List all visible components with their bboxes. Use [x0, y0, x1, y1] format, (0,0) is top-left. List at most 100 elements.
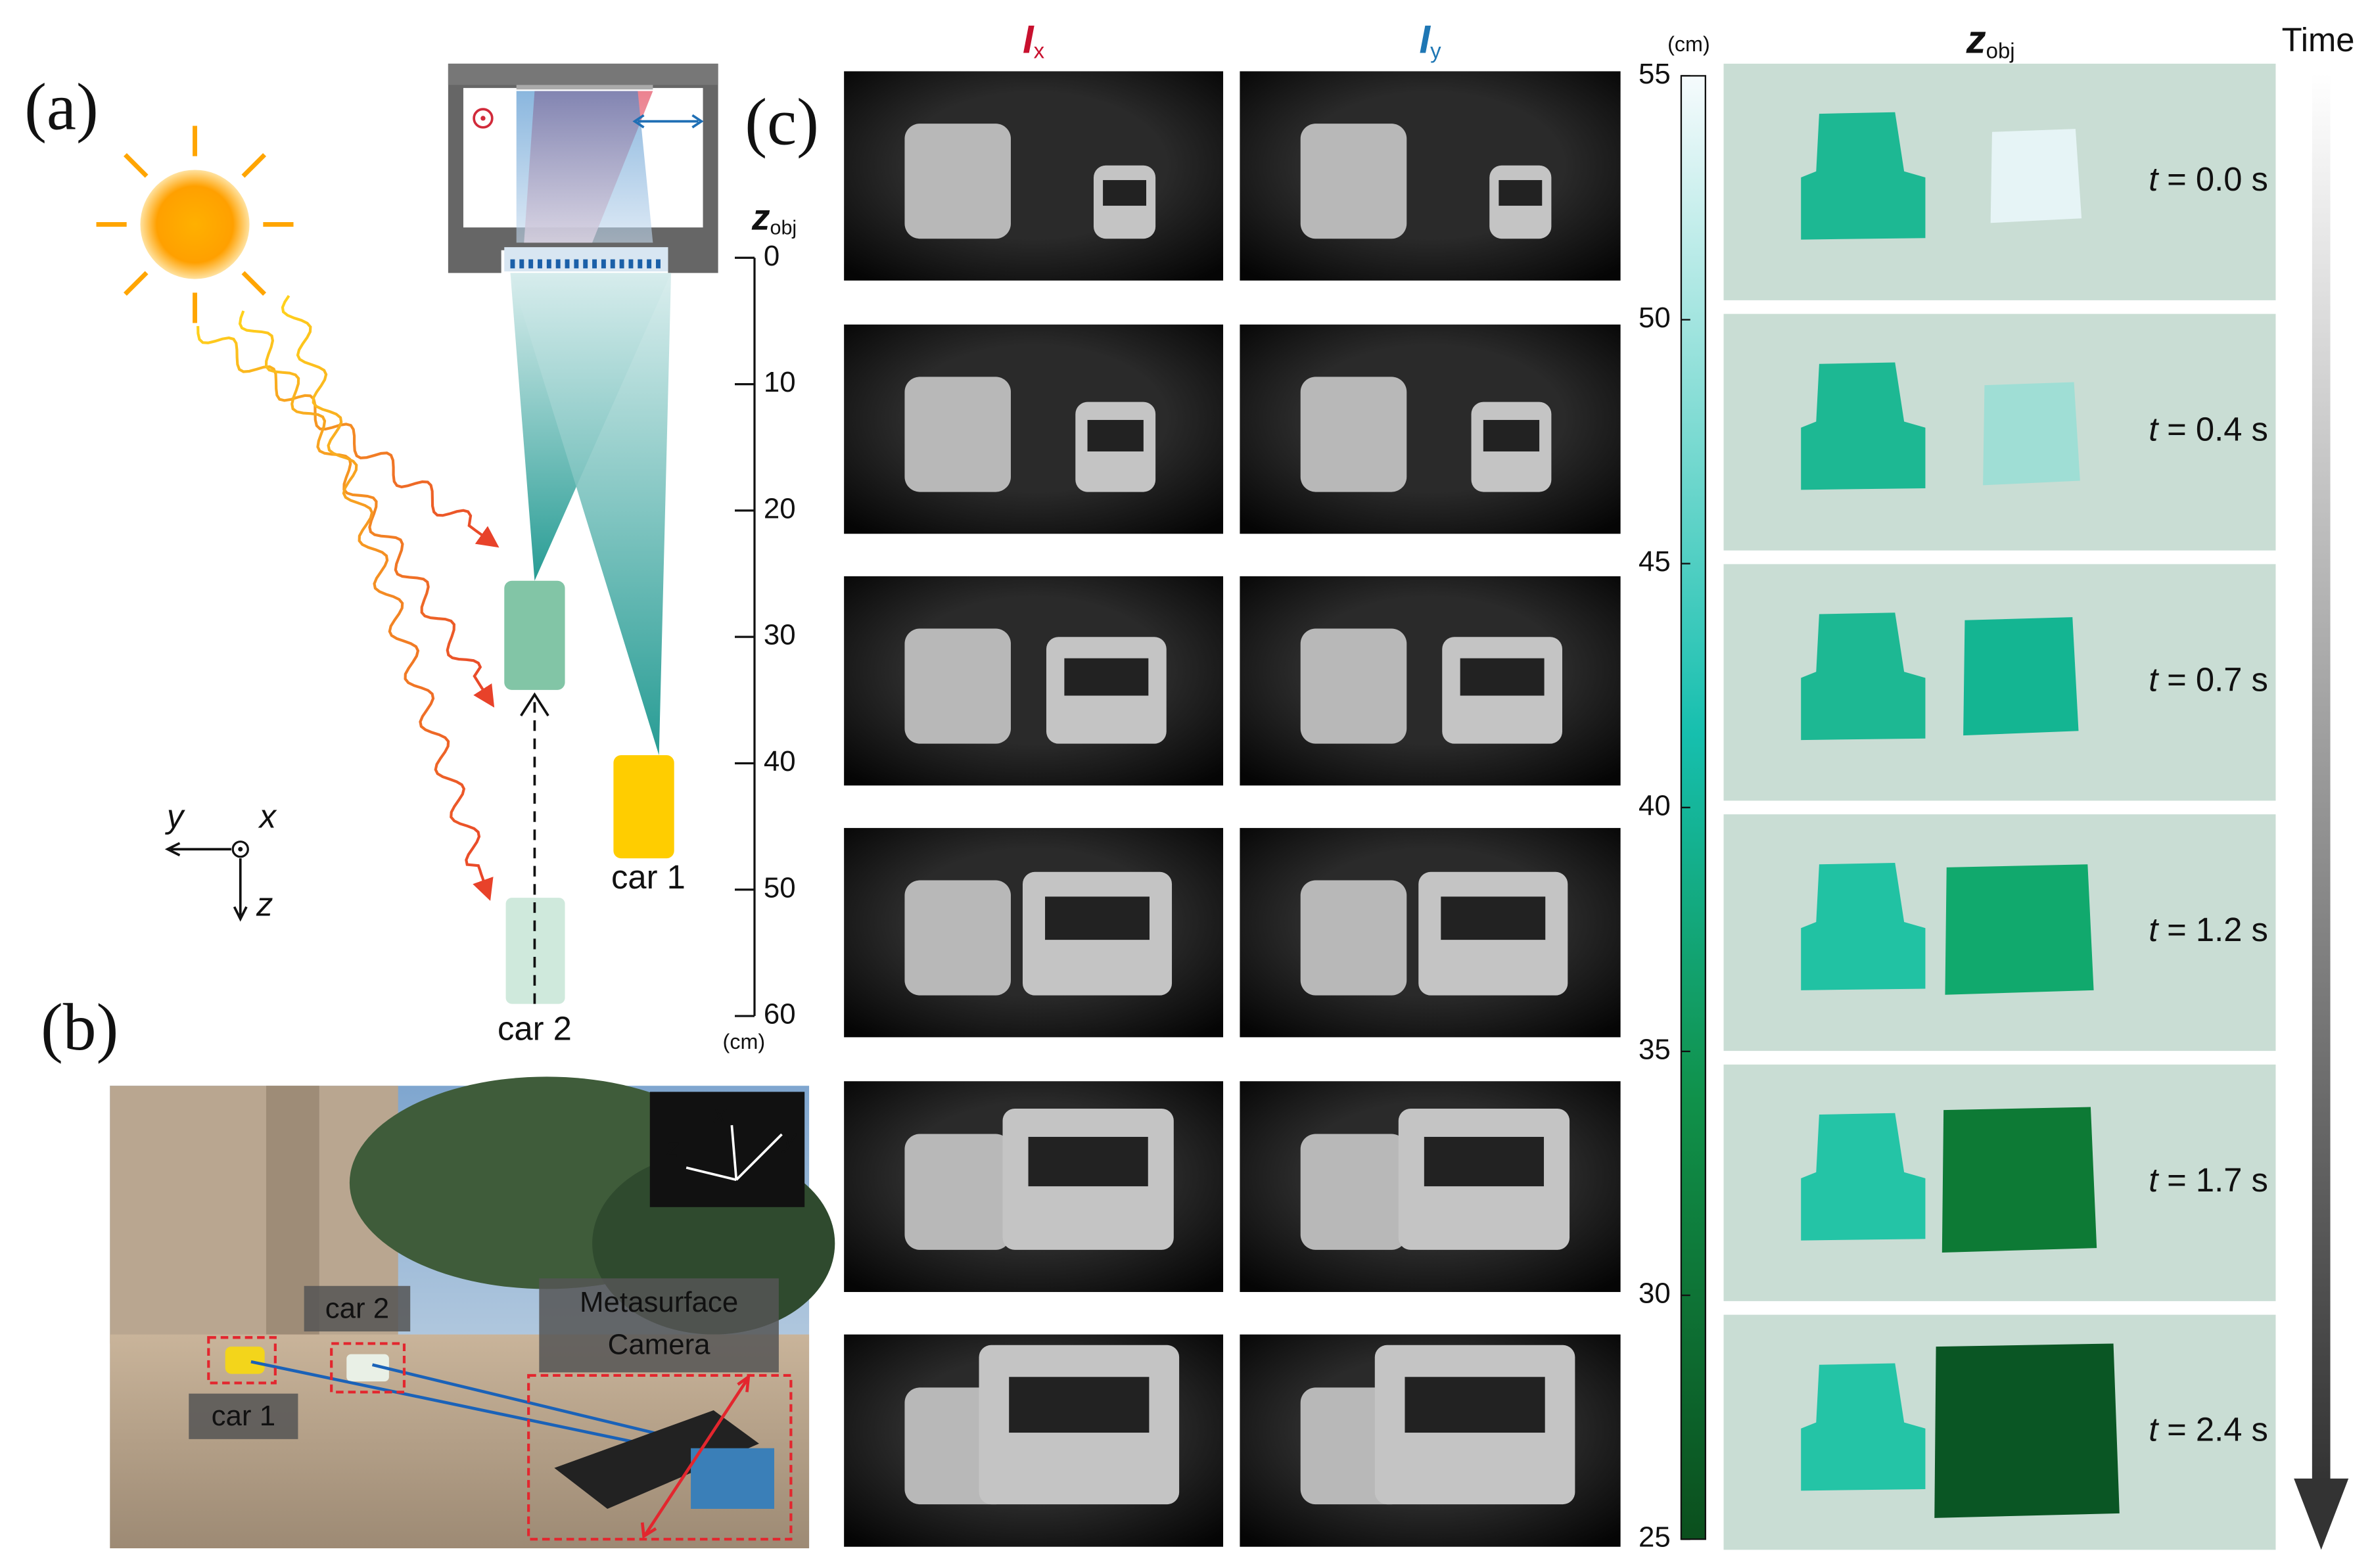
time-var: t — [2149, 411, 2159, 448]
photo-label: car 2 — [325, 1292, 389, 1324]
axis-label: x — [712, 1100, 727, 1129]
time-value: = 0.7 s — [2167, 661, 2268, 699]
time-label: t = 0.0 s — [2149, 160, 2268, 198]
car1-depth — [1801, 112, 1926, 240]
frame-bg — [844, 324, 1224, 534]
time-var: t — [2149, 661, 2159, 699]
car2-depth — [1934, 1343, 2120, 1518]
car2-depth — [1942, 1107, 2097, 1253]
car1-depth — [1801, 1363, 1926, 1491]
time-var: t — [2149, 160, 2159, 198]
scale-tick-label: 40 — [764, 745, 796, 777]
window — [1405, 1377, 1545, 1433]
axis-label: x — [258, 797, 277, 835]
subscript: x — [1034, 38, 1045, 62]
photo-label: car 1 — [212, 1400, 275, 1432]
sun-disc — [140, 170, 250, 279]
colorbar-tick-label: 40 — [1639, 789, 1671, 821]
axis-label: z — [666, 1133, 680, 1162]
car2-depth — [1963, 617, 2079, 736]
car2-depth — [1990, 129, 2082, 223]
panel-label: (c) — [745, 85, 819, 158]
subscript: obj — [1986, 38, 2015, 62]
time-label: t = 0.4 s — [2149, 411, 2268, 448]
window — [1483, 420, 1540, 451]
scale-tick-label: 20 — [764, 492, 796, 524]
colorbar-tick-label: 35 — [1639, 1033, 1671, 1065]
sun — [96, 126, 294, 323]
car1-image — [904, 1134, 1011, 1250]
panel-label: (b) — [41, 990, 118, 1064]
window — [1441, 896, 1546, 940]
car1-depth — [1801, 1113, 1926, 1241]
time-arrow-head — [2294, 1478, 2349, 1550]
car1-image — [1300, 377, 1407, 492]
scale-tick-label: 50 — [764, 871, 796, 904]
axis-label: z — [256, 885, 273, 923]
window — [1460, 658, 1545, 696]
time-var: t — [2149, 1411, 2159, 1448]
window — [1424, 1136, 1545, 1187]
colorbar-tick-label: 55 — [1639, 58, 1671, 90]
window — [1064, 658, 1149, 696]
car1-image — [904, 628, 1011, 744]
car1-image — [1300, 124, 1407, 239]
time-var: t — [2149, 1161, 2159, 1199]
window — [1103, 180, 1146, 206]
car1-depth — [1801, 612, 1926, 741]
variable: I — [1419, 17, 1431, 61]
colorbar-tick-label: 50 — [1639, 302, 1671, 334]
colorbar-tick-label: 45 — [1639, 545, 1671, 578]
light-wave — [238, 310, 495, 708]
colorbar-tick-label: 30 — [1639, 1278, 1671, 1310]
time-arrow-shaft — [2312, 72, 2331, 1483]
time-label: t = 2.4 s — [2149, 1411, 2268, 1448]
photo-label: Camera — [608, 1329, 711, 1361]
car1-image — [1300, 880, 1407, 996]
light-wave — [197, 326, 500, 548]
camera-frame — [844, 1334, 1224, 1547]
car1-image — [1300, 628, 1407, 744]
car-label: car 2 — [498, 1010, 572, 1048]
light-wave — [281, 294, 494, 901]
time-value: = 0.0 s — [2167, 160, 2268, 198]
frame-bg — [1240, 71, 1621, 281]
colorbar-unit: (cm) — [1667, 32, 1710, 56]
camera-frame — [844, 71, 1224, 281]
scale-tick-label: 60 — [764, 998, 796, 1030]
camera-frame — [1240, 71, 1621, 281]
scale-title: zobj — [751, 196, 797, 239]
scale-tick-label: 0 — [764, 240, 779, 272]
axis-label: y — [781, 1124, 797, 1153]
sun-ray — [241, 271, 267, 296]
car2-depth — [1945, 864, 2094, 995]
sun-ray — [241, 153, 267, 178]
window — [1045, 896, 1150, 940]
time-label: t = 0.7 s — [2149, 661, 2268, 699]
panel-label: (a) — [24, 70, 99, 143]
camera-frame — [1240, 1334, 1621, 1547]
window — [1009, 1377, 1150, 1433]
colorbar-tick-label: 25 — [1639, 1521, 1671, 1554]
time-value: = 1.7 s — [2167, 1161, 2268, 1199]
camera-frame — [1240, 827, 1621, 1038]
car1-image — [1300, 1134, 1407, 1250]
time-label: t = 1.2 s — [2149, 911, 2268, 949]
frame-bg — [1240, 324, 1621, 534]
subscript: obj — [770, 216, 797, 239]
sun-ray — [124, 271, 149, 296]
car1-image — [904, 880, 1011, 996]
time-axis-label: Time — [2282, 21, 2355, 58]
panel-a-drawing — [164, 63, 718, 1004]
time-label: t = 1.7 s — [2149, 1161, 2268, 1199]
camera-frame — [844, 576, 1224, 786]
variable: I — [1023, 17, 1035, 61]
time-value: = 2.4 s — [2167, 1411, 2268, 1448]
camera-frame — [844, 324, 1224, 534]
car2-depth — [1983, 382, 2080, 486]
panel-b-photo — [110, 1076, 835, 1549]
camera-frame — [1240, 324, 1621, 534]
